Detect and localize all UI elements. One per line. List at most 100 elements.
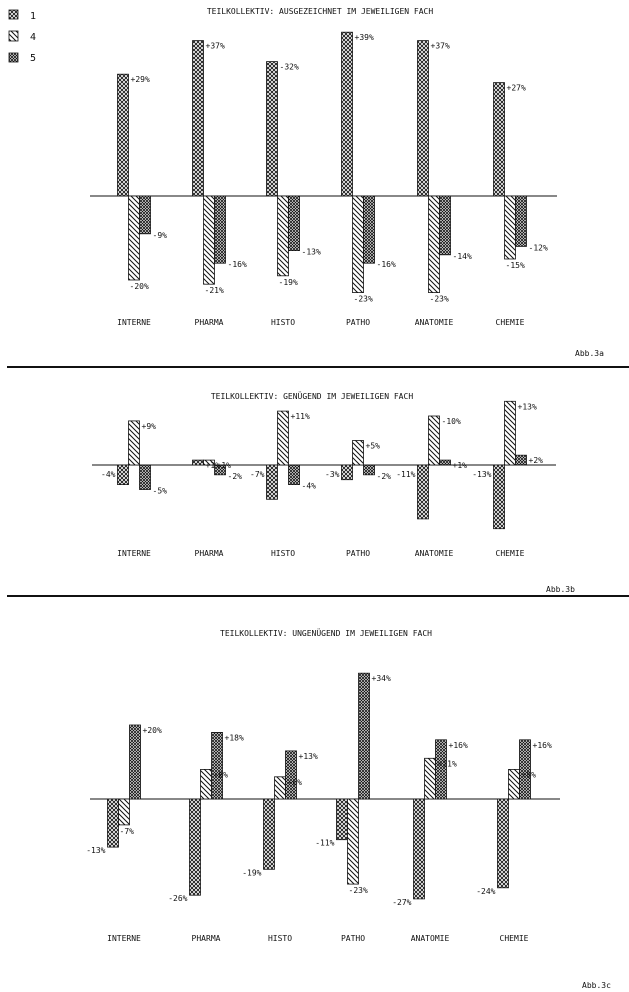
bar-value-label: -16%: [228, 260, 247, 269]
bar-a-series-1-chemie: [493, 82, 505, 197]
bar-c-series-4-pharma: [200, 769, 212, 800]
bar-value-label: +37%: [431, 42, 450, 51]
bar-b-series-5-interne: [139, 464, 151, 490]
chart-c-title: TEILKOLLEKTIV: UNGENÜGEND IM JEWEILIGEN …: [220, 628, 432, 638]
bar-value-label: +13%: [518, 402, 537, 411]
bar-c-series-5-interne: [129, 724, 141, 800]
bars-layer: [107, 31, 531, 900]
bar-value-label: +29%: [131, 75, 150, 84]
bar-value-label: +20%: [143, 726, 162, 735]
bar-value-label: -7%: [120, 827, 135, 836]
bar-value-label: +1%: [217, 461, 232, 470]
bar-a-series-4-anatomie: [428, 195, 440, 293]
category-label-chemie: CHEMIE: [496, 549, 525, 558]
bar-c-series-5-chemie: [519, 739, 531, 800]
bar-c-series-1-interne: [107, 798, 119, 848]
bar-a-series-4-interne: [128, 195, 140, 281]
bar-a-series-5-chemie: [515, 195, 527, 247]
bar-a-series-4-chemie: [504, 195, 516, 260]
bar-value-label: +34%: [372, 674, 391, 683]
legend: 1 4 5: [8, 9, 36, 64]
bar-value-label: -23%: [349, 886, 368, 895]
category-label-interne: INTERNE: [117, 318, 151, 327]
bar-b-series-5-pharma: [214, 464, 226, 476]
category-label-chemie: CHEMIE: [496, 318, 525, 327]
chart-a-figure-label: Abb.3a: [575, 349, 604, 358]
bar-b-series-1-interne: [117, 464, 129, 486]
bar-value-label: +8%: [214, 770, 229, 779]
bar-b-series-1-pharma: [192, 459, 204, 466]
category-label-anatomie: ANATOMIE: [415, 549, 454, 558]
bar-value-label: -14%: [453, 252, 472, 261]
legend-swatch-5: [8, 52, 19, 63]
labels-layer: INTERNE PHARMA HISTO PATHO ANATOMIE CHEMIE +29…: [86, 33, 552, 943]
bar-value-label: -13%: [472, 470, 491, 479]
bar-c-series-5-patho: [358, 672, 370, 800]
bar-value-label: -4%: [302, 482, 317, 491]
bar-value-label: -27%: [392, 898, 411, 907]
bar-value-label: +8%: [522, 770, 537, 779]
chart-b-title: TEILKOLLEKTIV: GENÜGEND IM JEWEILIGEN FA…: [211, 391, 413, 401]
legend-label-4: 4: [30, 32, 36, 43]
bar-value-label: -13%: [302, 248, 321, 257]
bar-value-label: -4%: [101, 470, 116, 479]
bar-value-label: +16%: [449, 741, 468, 750]
bar-c-series-5-pharma: [211, 732, 223, 800]
bar-c-series-5-anatomie: [435, 739, 447, 800]
bar-value-label: -3%: [325, 470, 340, 479]
bar-value-label: -24%: [476, 887, 495, 896]
bar-c-series-4-interne: [118, 798, 130, 826]
bar-value-label: +11%: [291, 412, 310, 421]
bar-a-series-5-interne: [139, 195, 151, 235]
bar-b-series-4-pharma: [203, 459, 215, 466]
bar-a-series-1-histo: [266, 61, 278, 197]
bar-a-series-5-anatomie: [439, 195, 451, 256]
category-label-histo: HISTO: [271, 318, 295, 327]
legend-swatch-4: [8, 30, 19, 42]
category-label-chemie: CHEMIE: [500, 934, 529, 943]
bar-value-label: -5%: [153, 487, 168, 496]
category-label-patho: PATHO: [346, 549, 370, 558]
bar-value-label: +39%: [355, 33, 374, 42]
bar-value-label: -7%: [250, 470, 265, 479]
bar-value-label: +1%: [206, 461, 221, 470]
bar-a-series-1-anatomie: [417, 40, 429, 197]
bar-b-series-5-patho: [363, 464, 375, 476]
bar-c-series-5-histo: [285, 750, 297, 800]
bar-value-label: +27%: [507, 84, 526, 93]
category-label-interne: INTERNE: [117, 549, 151, 558]
category-label-patho: PATHO: [346, 318, 370, 327]
bar-c-series-1-pharma: [189, 798, 201, 896]
bar-b-series-1-chemie: [493, 464, 505, 530]
bar-c-series-1-histo: [263, 798, 275, 870]
bar-value-label: -10%: [442, 417, 461, 426]
bar-value-label: -13%: [86, 846, 105, 855]
bar-c-series-4-anatomie: [424, 757, 436, 800]
bar-a-series-1-patho: [341, 31, 353, 197]
bar-b-series-4-interne: [128, 420, 140, 466]
category-label-histo: HISTO: [268, 934, 292, 943]
chart-c-figure-label: Abb.3c: [582, 981, 611, 990]
bar-value-label: -11%: [315, 839, 334, 848]
bar-value-label: -32%: [280, 63, 299, 72]
bar-b-series-4-chemie: [504, 400, 516, 466]
bar-value-label: -12%: [529, 243, 548, 252]
category-label-histo: HISTO: [271, 549, 295, 558]
category-label-anatomie: ANATOMIE: [411, 934, 450, 943]
bar-value-label: +37%: [206, 42, 225, 51]
bar-value-label: +16%: [533, 741, 552, 750]
bar-value-label: +13%: [299, 752, 318, 761]
bar-b-series-1-anatomie: [417, 464, 429, 520]
chart-a-title: TEILKOLLEKTIV: AUSGEZEICHNET IM JEWEILIG…: [207, 7, 434, 16]
bar-c-series-4-histo: [274, 776, 286, 800]
bar-value-label: +2%: [529, 456, 544, 465]
bar-value-label: -21%: [205, 286, 224, 295]
bar-c-series-1-patho: [336, 798, 348, 841]
category-label-anatomie: ANATOMIE: [415, 318, 454, 327]
bar-b-series-1-histo: [266, 464, 278, 500]
bar-a-series-4-pharma: [203, 195, 215, 285]
category-label-pharma: PHARMA: [192, 934, 221, 943]
bar-a-series-5-histo: [288, 195, 300, 251]
bar-c-series-4-patho: [347, 798, 359, 885]
